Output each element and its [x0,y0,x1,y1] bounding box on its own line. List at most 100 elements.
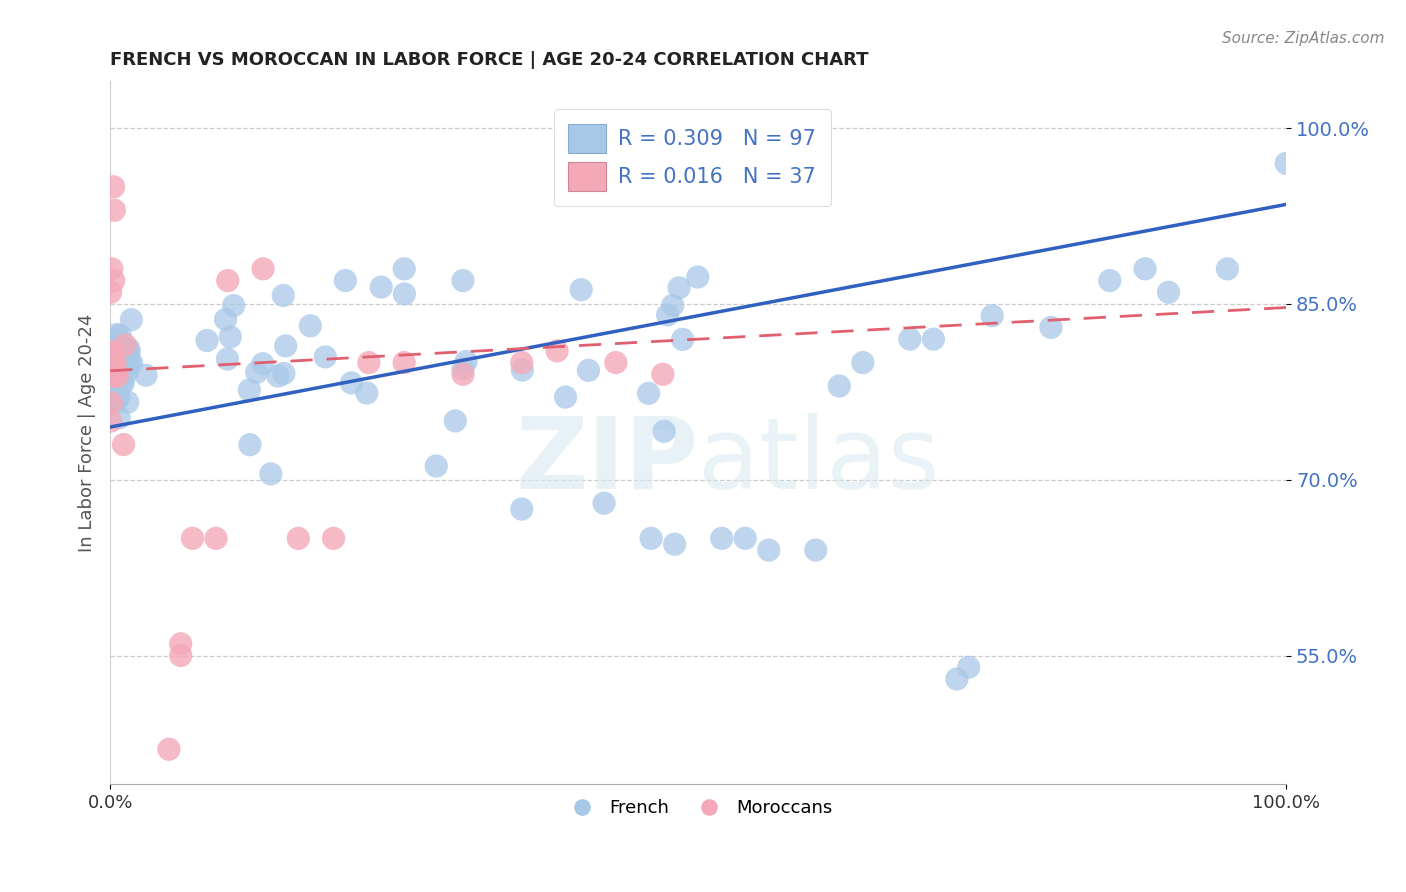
Point [104,339,127,353]
Point [170,648,193,663]
Point [101,261,124,276]
Point [335,274,357,288]
Point [101,357,124,371]
Point [1133,261,1156,276]
Point [554,390,576,404]
Point [103,274,125,288]
Point [569,283,592,297]
Point [1039,320,1062,334]
Point [103,179,125,194]
Point [205,532,228,546]
Point [273,367,295,381]
Point [1098,274,1121,288]
Point [252,357,274,371]
Point [105,353,128,368]
Point [664,537,686,551]
Point [105,364,128,378]
Point [112,437,135,451]
Point [657,308,679,322]
Point [100,357,122,371]
Point [100,354,122,368]
Point [108,410,131,425]
Point [111,365,134,379]
Point [898,332,921,346]
Point [217,352,239,367]
Point [100,285,122,300]
Point [246,365,269,379]
Point [299,318,322,333]
Point [112,376,135,390]
Point [222,299,245,313]
Point [357,355,380,369]
Point [271,288,294,302]
Point [425,458,447,473]
Point [668,281,690,295]
Point [118,346,141,360]
Point [287,532,309,546]
Point [105,359,128,374]
Point [108,390,131,404]
Point [804,543,827,558]
Point [267,369,290,384]
Point [103,371,125,385]
Point [219,330,242,344]
Point [451,274,474,288]
Point [115,356,138,370]
Point [117,343,139,357]
Text: atlas: atlas [699,412,939,509]
Point [922,332,945,346]
Point [105,374,128,388]
Point [652,425,675,439]
Point [105,369,128,384]
Point [651,368,673,382]
Point [710,532,733,546]
Point [103,396,125,410]
Point [195,334,218,348]
Point [734,532,756,546]
Point [104,377,127,392]
Point [758,543,780,558]
Point [118,342,141,356]
Point [100,351,122,366]
Point [671,332,693,346]
Point [104,337,127,351]
Point [101,344,124,359]
Point [314,350,336,364]
Point [238,383,260,397]
Point [637,386,659,401]
Text: ZIP: ZIP [515,412,699,509]
Point [100,414,122,428]
Point [1216,261,1239,276]
Text: Source: ZipAtlas.com: Source: ZipAtlas.com [1222,31,1385,46]
Point [340,376,363,390]
Point [852,355,875,369]
Point [110,328,132,343]
Point [510,355,533,369]
Point [107,368,129,383]
Point [981,309,1004,323]
Point [100,343,122,357]
Point [392,355,415,369]
Point [510,363,533,377]
Legend: French, Moroccans: French, Moroccans [557,792,839,824]
Point [135,368,157,383]
Point [100,347,122,361]
Point [239,438,262,452]
Point [252,261,274,276]
Point [101,348,124,362]
Point [104,354,127,368]
Point [946,672,969,686]
Point [510,502,533,516]
Point [103,342,125,356]
Point [1157,285,1180,300]
Y-axis label: In Labor Force | Age 20-24: In Labor Force | Age 20-24 [79,314,96,552]
Point [105,334,128,349]
Point [100,346,122,360]
Point [100,396,122,410]
Point [100,359,122,373]
Point [103,332,125,346]
Point [828,379,851,393]
Point [1275,156,1298,170]
Point [170,637,193,651]
Point [392,261,415,276]
